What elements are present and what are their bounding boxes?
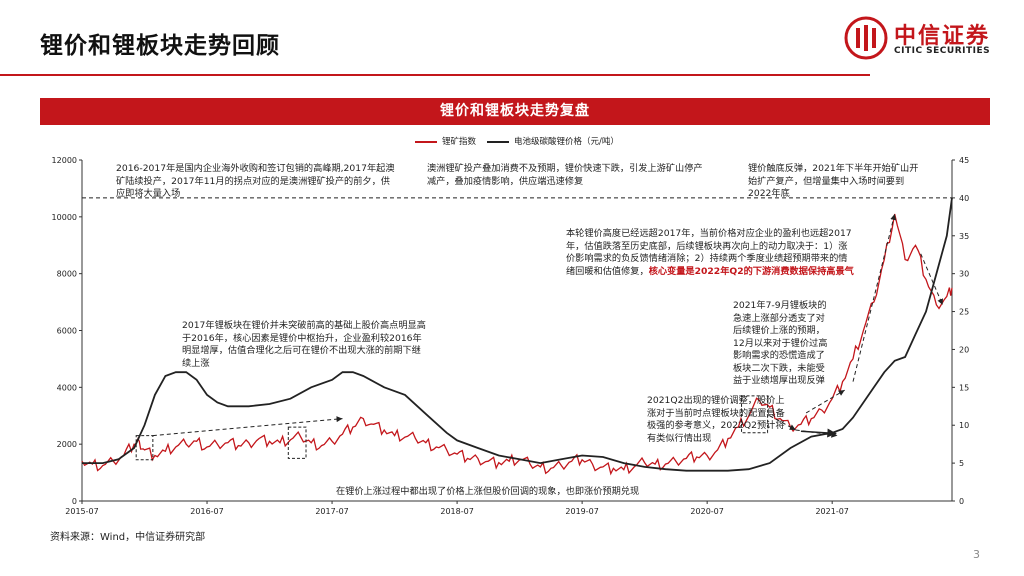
y-tick-label-right: 15 [959,383,969,392]
legend-red-swatch-icon [415,140,437,143]
y-tick-label-right: 5 [959,459,964,468]
y-tick-label-right: 40 [959,194,969,203]
trend-arrow [920,253,944,306]
chart-markers [82,197,952,461]
y-tick-label-left: 12000 [52,156,77,165]
legend-label: 锂矿指数 [442,137,477,147]
y-tick-label-left: 4000 [57,383,77,392]
y-tick-label-right: 10 [959,421,969,430]
y-tick-label-left: 10000 [52,213,77,222]
annotation-2021-q2: 2021Q2出现的锂价调整，股价上涨对于当前时点锂板块的配置具备极强的参考意义，… [647,395,785,444]
annotation-current-highlight: 核心变量是2022年Q2的下游消费数据保持高景气 [648,265,854,277]
x-tick-label: 2016-07 [190,507,223,516]
chart-ticks: 0 2000 4000 6000 8000 10000 12000 0 5 10 15 20 25 30 3… [52,156,970,516]
dashed-highlight-box [287,426,307,459]
y-tick-label-left: 6000 [57,327,77,336]
page-number: 3 [973,548,980,561]
x-tick-label: 2015-07 [65,507,98,516]
legend-label: 电池级碳酸锂价格（元/吨） [514,137,619,147]
annotation-current-outlook: 本轮锂价高度已经远超2017年，当前价格对应企业的盈利也远超2017年，估值跌落… [566,228,856,278]
y-tick-label-right: 45 [959,156,969,165]
trend-arrow [852,213,897,382]
page-title: 锂价和锂板块走势回顾 [40,33,280,59]
y-tick-label-left: 0 [72,497,77,506]
brand-logo: 中信证券 CITIC SECURITIES [844,14,994,64]
series-line-lithium-carbonate [82,197,953,472]
series-line-lithium-index [81,213,953,476]
y-tick-label-right: 25 [959,308,969,317]
x-tick-label: 2021-07 [815,507,848,516]
chart-title-banner: 锂价和锂板块走势复盘 [40,98,990,125]
y-tick-label-right: 0 [959,497,964,506]
chart-lines [81,197,953,476]
y-tick-label-right: 35 [959,232,969,241]
x-tick-label: 2017-07 [315,507,348,516]
legend-item-lithium-index: 锂矿指数 [415,135,476,147]
y-tick-label-right: 20 [959,345,969,354]
trend-arrow [152,416,343,437]
annotation-bottom: 在锂价上涨过程中都出现了价格上涨但股价回调的现象，也即涨价预期兑现 [336,486,640,497]
annotation-2021-q3: 2021年7-9月锂板块的急速上涨部分透支了对后续锂价上涨的预期，12月以来对于… [733,300,828,386]
annotation-top-middle: 澳洲锂矿投产叠加消费不及预期，锂价快速下跌，引发上游矿山停产减产，叠加疫情影响，… [427,163,703,187]
annotation-top-right: 锂价触底反弹，2021年下半年开始矿山开始扩产复产，但增量集中入场时间要到202… [748,163,919,199]
y-tick-label-left: 2000 [57,440,77,449]
legend-item-lithium-carbonate: 电池级碳酸锂价格（元/吨） [487,135,619,147]
trend-arrow [769,415,796,431]
title-underline-icon [0,74,870,76]
y-tick-label-left: 8000 [57,270,77,279]
legend-black-swatch-icon [487,140,509,143]
x-tick-label: 2018-07 [440,507,473,516]
citic-logo-icon [844,16,888,60]
logo-text-en: CITIC SECURITIES [894,46,991,56]
trend-arrow [800,428,837,438]
x-tick-label: 2019-07 [565,507,598,516]
annotation-2017: 2017年锂板块在锂价并未突破前高的基础上股价高点明显高于2016年，核心因素是… [182,320,426,369]
x-tick-label: 2020-07 [690,507,723,516]
trend-arrow [805,389,845,414]
annotation-current-text: 本轮锂价高度已经远超2017年，当前价格对应企业的盈利也远超2017年，估值跌落… [566,228,852,277]
dashed-highlight-box [741,395,769,434]
annotation-top-left: 2016-2017年是国内企业海外收购和签订包销的高峰期,2017年起澳矿陆续投… [116,163,395,199]
y-tick-label-right: 30 [959,270,969,279]
source-note: 资料来源：Wind，中信证券研究部 [50,532,206,543]
logo-text-cn: 中信证券 [894,24,991,49]
